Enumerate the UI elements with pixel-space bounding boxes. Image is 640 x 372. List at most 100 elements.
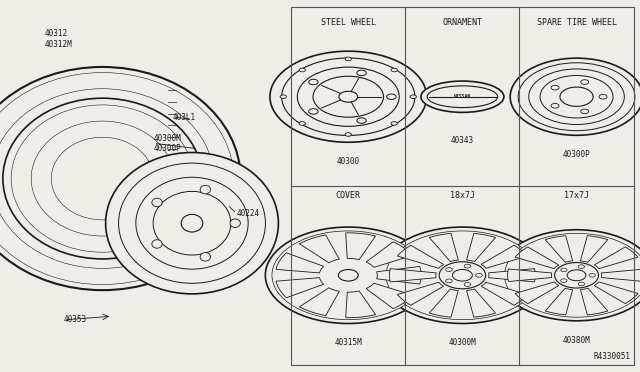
Ellipse shape <box>118 163 266 283</box>
Text: 403L1: 403L1 <box>173 113 196 122</box>
Text: 40312
40312M: 40312 40312M <box>45 29 72 49</box>
Polygon shape <box>276 278 324 298</box>
Text: 40343: 40343 <box>451 136 474 145</box>
Circle shape <box>580 80 589 84</box>
Ellipse shape <box>0 67 241 290</box>
Circle shape <box>386 231 539 320</box>
Text: 17x7J: 17x7J <box>564 191 589 200</box>
Polygon shape <box>429 289 458 317</box>
Circle shape <box>410 95 417 99</box>
Circle shape <box>504 233 640 317</box>
Text: ORNAMENT: ORNAMENT <box>442 18 483 27</box>
Circle shape <box>445 279 452 283</box>
Text: 40300: 40300 <box>337 157 360 166</box>
Circle shape <box>561 268 567 272</box>
Circle shape <box>313 76 383 117</box>
Circle shape <box>579 282 584 286</box>
Circle shape <box>299 68 305 72</box>
Polygon shape <box>276 253 324 273</box>
Circle shape <box>439 262 486 289</box>
Polygon shape <box>545 288 573 315</box>
Circle shape <box>391 68 397 72</box>
Circle shape <box>567 270 586 281</box>
Circle shape <box>266 227 431 324</box>
Circle shape <box>272 231 424 320</box>
Circle shape <box>282 58 415 135</box>
Circle shape <box>280 95 286 99</box>
Text: 18x7J: 18x7J <box>450 191 475 200</box>
Polygon shape <box>481 282 527 305</box>
Polygon shape <box>366 283 413 309</box>
Polygon shape <box>429 233 458 262</box>
Circle shape <box>387 94 396 99</box>
Ellipse shape <box>200 185 211 194</box>
Ellipse shape <box>153 191 231 255</box>
Text: 40300P: 40300P <box>563 150 591 159</box>
Ellipse shape <box>152 240 162 248</box>
Ellipse shape <box>136 177 248 269</box>
Bar <box>291 7 634 365</box>
Polygon shape <box>580 288 608 315</box>
Text: R4330051: R4330051 <box>593 352 630 361</box>
Polygon shape <box>515 247 559 269</box>
Circle shape <box>529 69 624 125</box>
Polygon shape <box>595 282 638 304</box>
Circle shape <box>308 109 318 114</box>
Circle shape <box>589 273 595 277</box>
Circle shape <box>498 230 640 321</box>
Polygon shape <box>366 242 413 267</box>
Circle shape <box>339 91 358 102</box>
Ellipse shape <box>3 98 202 259</box>
Text: COVER: COVER <box>336 191 361 200</box>
Polygon shape <box>545 236 573 262</box>
Circle shape <box>445 268 452 272</box>
Text: 40380M: 40380M <box>563 336 591 345</box>
Circle shape <box>345 57 351 61</box>
Circle shape <box>345 133 351 136</box>
Circle shape <box>298 67 399 126</box>
Text: SPARE TIRE WHEEL: SPARE TIRE WHEEL <box>536 18 616 27</box>
Polygon shape <box>595 247 638 269</box>
Circle shape <box>357 70 366 76</box>
Text: STEEL WHEEL: STEEL WHEEL <box>321 18 376 27</box>
Circle shape <box>580 109 589 114</box>
Circle shape <box>270 51 427 142</box>
Polygon shape <box>346 233 376 260</box>
Circle shape <box>357 118 366 123</box>
Ellipse shape <box>181 214 203 232</box>
Circle shape <box>510 58 640 135</box>
Circle shape <box>452 269 472 281</box>
Polygon shape <box>602 269 640 282</box>
Polygon shape <box>515 282 559 304</box>
Circle shape <box>540 76 613 118</box>
Ellipse shape <box>106 153 278 294</box>
Ellipse shape <box>421 81 504 112</box>
Text: 40315M: 40315M <box>334 339 362 347</box>
Text: 40224: 40224 <box>237 209 260 218</box>
Polygon shape <box>508 269 552 282</box>
Polygon shape <box>467 289 495 317</box>
Circle shape <box>551 85 559 90</box>
Polygon shape <box>397 282 444 305</box>
Polygon shape <box>481 245 527 268</box>
Circle shape <box>380 227 545 324</box>
Polygon shape <box>580 236 608 262</box>
Circle shape <box>599 94 607 99</box>
Circle shape <box>551 103 559 108</box>
Circle shape <box>464 282 471 286</box>
Text: 40300M: 40300M <box>449 339 476 347</box>
Text: 40353: 40353 <box>64 315 87 324</box>
Polygon shape <box>377 266 421 284</box>
Circle shape <box>518 63 635 131</box>
Ellipse shape <box>152 198 162 207</box>
Text: 40300M
40300P: 40300M 40300P <box>154 134 181 153</box>
Circle shape <box>299 122 305 125</box>
Text: NISSAN: NISSAN <box>454 94 471 99</box>
Circle shape <box>476 273 483 277</box>
Circle shape <box>308 79 318 85</box>
Circle shape <box>555 263 598 288</box>
Polygon shape <box>389 269 436 282</box>
Polygon shape <box>300 288 339 315</box>
Polygon shape <box>346 291 376 318</box>
Circle shape <box>339 269 358 281</box>
